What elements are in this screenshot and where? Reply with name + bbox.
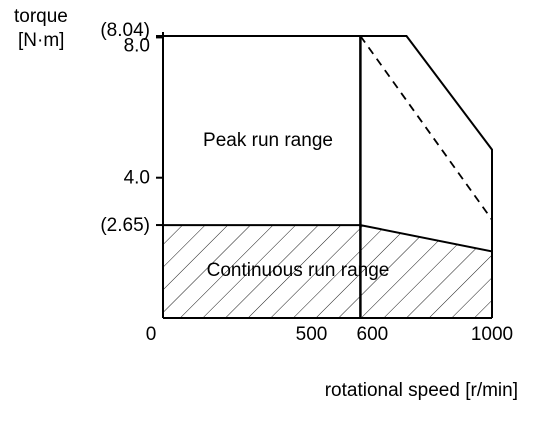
- y-tick-label: 4.0: [124, 168, 150, 189]
- x-tick-label: 600: [357, 324, 389, 345]
- dashed-limit-line: [359, 35, 493, 221]
- y-axis-label-line2: [N·m]: [18, 30, 64, 51]
- y-tick-label: (8.04): [100, 20, 150, 41]
- x-ticks: 0 500 600 1000: [146, 324, 513, 345]
- x-tick-label: 0: [146, 324, 157, 345]
- x-axis-label: rotational speed [r/min]: [325, 380, 518, 401]
- peak-run-boundary: [163, 35, 493, 318]
- continuous-run-boundary: [163, 224, 493, 318]
- continuous-run-region: [163, 225, 492, 318]
- y-axis-label-line1: torque: [14, 6, 68, 27]
- y-tick-label: (2.65): [100, 215, 150, 236]
- y-tick-label: 8.0: [124, 35, 150, 56]
- continuous-run-range-label: Continuous run range: [207, 260, 390, 281]
- x-tick-label: 1000: [471, 324, 513, 345]
- y-ticks: (8.04)8.0 4.0 (2.65): [100, 20, 163, 236]
- x-tick-label: 500: [296, 324, 328, 345]
- peak-run-range-label: Peak run range: [203, 130, 333, 151]
